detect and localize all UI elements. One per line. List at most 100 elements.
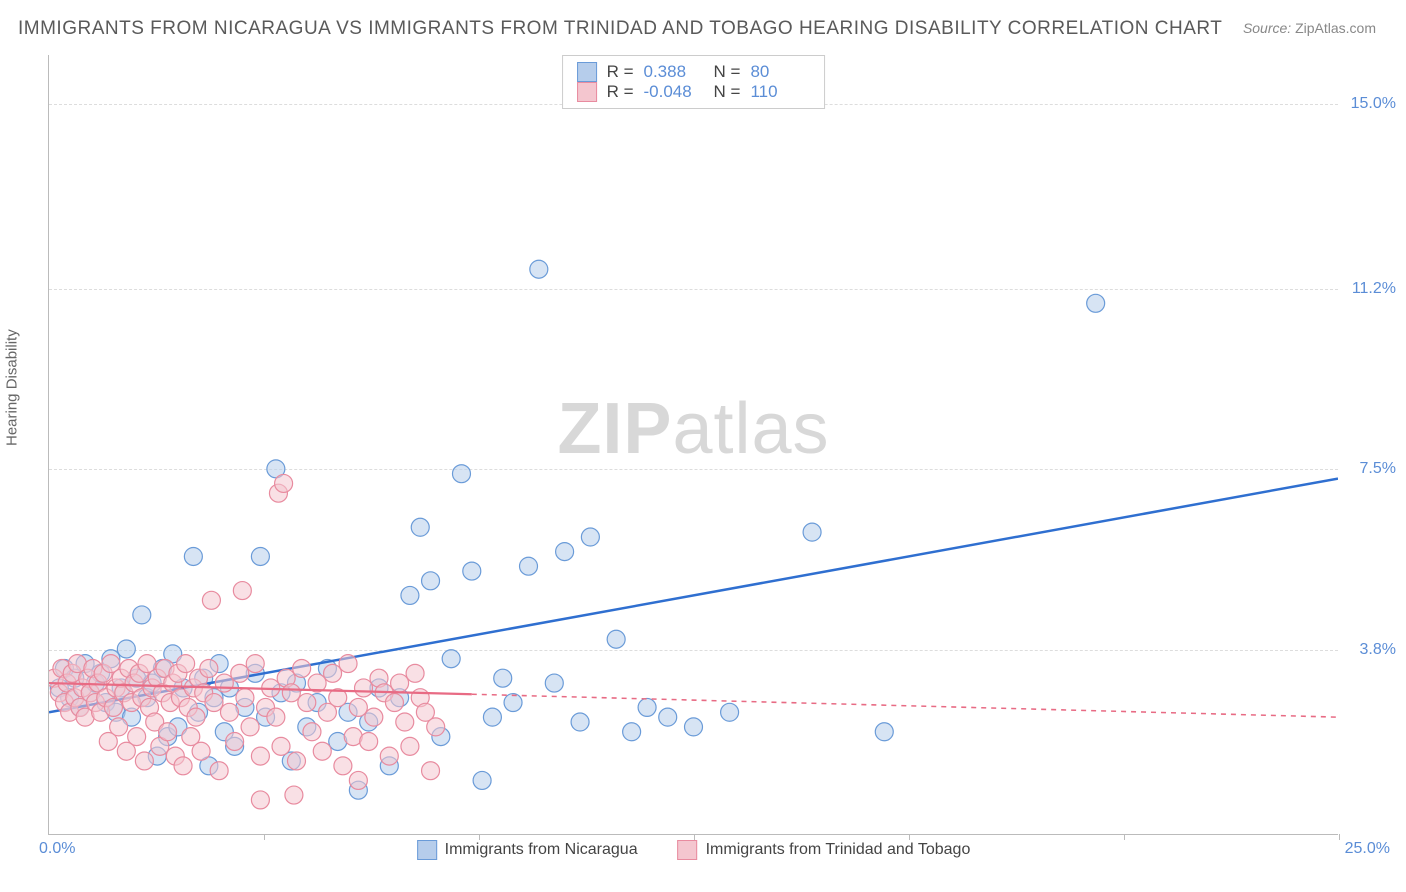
r-label: R =	[607, 62, 634, 82]
y-tick-label: 15.0%	[1351, 95, 1396, 113]
r-value-nicaragua: 0.388	[644, 62, 704, 82]
scatter-point-trinidad	[272, 737, 290, 755]
scatter-point-trinidad	[396, 713, 414, 731]
scatter-point-trinidad	[349, 698, 367, 716]
scatter-point-trinidad	[385, 694, 403, 712]
legend-row-nicaragua: R = 0.388 N = 80	[577, 62, 811, 82]
scatter-point-trinidad	[241, 718, 259, 736]
scatter-point-trinidad	[298, 694, 316, 712]
scatter-point-trinidad	[135, 752, 153, 770]
scatter-point-nicaragua	[545, 674, 563, 692]
source-value: ZipAtlas.com	[1295, 20, 1376, 36]
x-tick	[694, 834, 695, 840]
y-tick-label: 3.8%	[1360, 641, 1396, 659]
scatter-point-nicaragua	[422, 572, 440, 590]
scatter-point-nicaragua	[803, 523, 821, 541]
x-axis-origin-label: 0.0%	[39, 840, 75, 858]
scatter-point-trinidad	[355, 679, 373, 697]
scatter-point-trinidad	[293, 659, 311, 677]
scatter-point-nicaragua	[556, 543, 574, 561]
chart-title: IMMIGRANTS FROM NICARAGUA VS IMMIGRANTS …	[18, 18, 1222, 40]
scatter-point-trinidad	[422, 762, 440, 780]
legend-row-trinidad: R = -0.048 N = 110	[577, 82, 811, 102]
scatter-point-trinidad	[233, 582, 251, 600]
scatter-point-trinidad	[427, 718, 445, 736]
scatter-point-nicaragua	[133, 606, 151, 624]
scatter-point-trinidad	[251, 791, 269, 809]
scatter-point-trinidad	[349, 771, 367, 789]
scatter-point-trinidad	[391, 674, 409, 692]
scatter-point-nicaragua	[623, 723, 641, 741]
scatter-point-nicaragua	[473, 771, 491, 789]
y-tick-label: 7.5%	[1360, 460, 1396, 478]
scatter-point-trinidad	[251, 747, 269, 765]
x-tick	[479, 834, 480, 840]
scatter-point-trinidad	[406, 664, 424, 682]
scatter-point-trinidad	[246, 655, 264, 673]
scatter-point-trinidad	[282, 684, 300, 702]
scatter-point-trinidad	[226, 733, 244, 751]
x-axis-max-label: 25.0%	[1345, 840, 1390, 858]
scatter-point-nicaragua	[659, 708, 677, 726]
legend-item-trinidad: Immigrants from Trinidad and Tobago	[678, 840, 971, 860]
x-tick	[1124, 834, 1125, 840]
scatter-point-nicaragua	[504, 694, 522, 712]
regression-line-dashed-trinidad	[472, 694, 1338, 717]
scatter-point-trinidad	[334, 757, 352, 775]
n-label: N =	[714, 62, 741, 82]
source-attribution: Source: ZipAtlas.com	[1243, 20, 1376, 36]
swatch-trinidad	[577, 82, 597, 102]
scatter-point-nicaragua	[607, 630, 625, 648]
scatter-point-trinidad	[200, 659, 218, 677]
scatter-point-trinidad	[360, 733, 378, 751]
scatter-point-trinidad	[110, 718, 128, 736]
scatter-point-trinidad	[220, 703, 238, 721]
y-tick-label: 11.2%	[1352, 280, 1396, 298]
chart-plot-area: ZIPatlas R = 0.388 N = 80 R = -0.048 N =…	[48, 55, 1338, 835]
scatter-point-nicaragua	[638, 698, 656, 716]
scatter-point-nicaragua	[721, 703, 739, 721]
scatter-point-trinidad	[202, 591, 220, 609]
scatter-point-trinidad	[303, 723, 321, 741]
n-value-nicaragua: 80	[750, 62, 810, 82]
scatter-point-trinidad	[128, 728, 146, 746]
scatter-point-trinidad	[285, 786, 303, 804]
scatter-point-trinidad	[177, 655, 195, 673]
scatter-point-nicaragua	[401, 586, 419, 604]
scatter-point-trinidad	[275, 474, 293, 492]
scatter-point-trinidad	[365, 708, 383, 726]
scatter-point-trinidad	[267, 708, 285, 726]
scatter-point-nicaragua	[685, 718, 703, 736]
scatter-point-nicaragua	[251, 547, 269, 565]
x-tick	[264, 834, 265, 840]
scatter-point-nicaragua	[411, 518, 429, 536]
n-value-trinidad: 110	[750, 82, 810, 102]
swatch-nicaragua	[417, 840, 437, 860]
scatter-point-nicaragua	[494, 669, 512, 687]
scatter-point-nicaragua	[581, 528, 599, 546]
scatter-point-nicaragua	[875, 723, 893, 741]
scatter-point-nicaragua	[442, 650, 460, 668]
scatter-point-trinidad	[210, 762, 228, 780]
scatter-point-trinidad	[380, 747, 398, 765]
scatter-point-trinidad	[159, 723, 177, 741]
legend-label-trinidad: Immigrants from Trinidad and Tobago	[706, 841, 971, 859]
scatter-point-nicaragua	[452, 465, 470, 483]
scatter-point-nicaragua	[1087, 294, 1105, 312]
scatter-point-trinidad	[231, 664, 249, 682]
n-label: N =	[714, 82, 741, 102]
legend-series: Immigrants from Nicaragua Immigrants fro…	[417, 840, 971, 860]
scatter-point-nicaragua	[530, 260, 548, 278]
legend-correlation-box: R = 0.388 N = 80 R = -0.048 N = 110	[562, 55, 826, 109]
scatter-point-nicaragua	[463, 562, 481, 580]
scatter-point-nicaragua	[571, 713, 589, 731]
scatter-point-trinidad	[205, 694, 223, 712]
source-label: Source:	[1243, 20, 1291, 36]
swatch-nicaragua	[577, 62, 597, 82]
legend-label-nicaragua: Immigrants from Nicaragua	[445, 841, 638, 859]
scatter-point-trinidad	[236, 689, 254, 707]
scatter-point-nicaragua	[483, 708, 501, 726]
swatch-trinidad	[678, 840, 698, 860]
x-tick	[1339, 834, 1340, 840]
legend-item-nicaragua: Immigrants from Nicaragua	[417, 840, 638, 860]
